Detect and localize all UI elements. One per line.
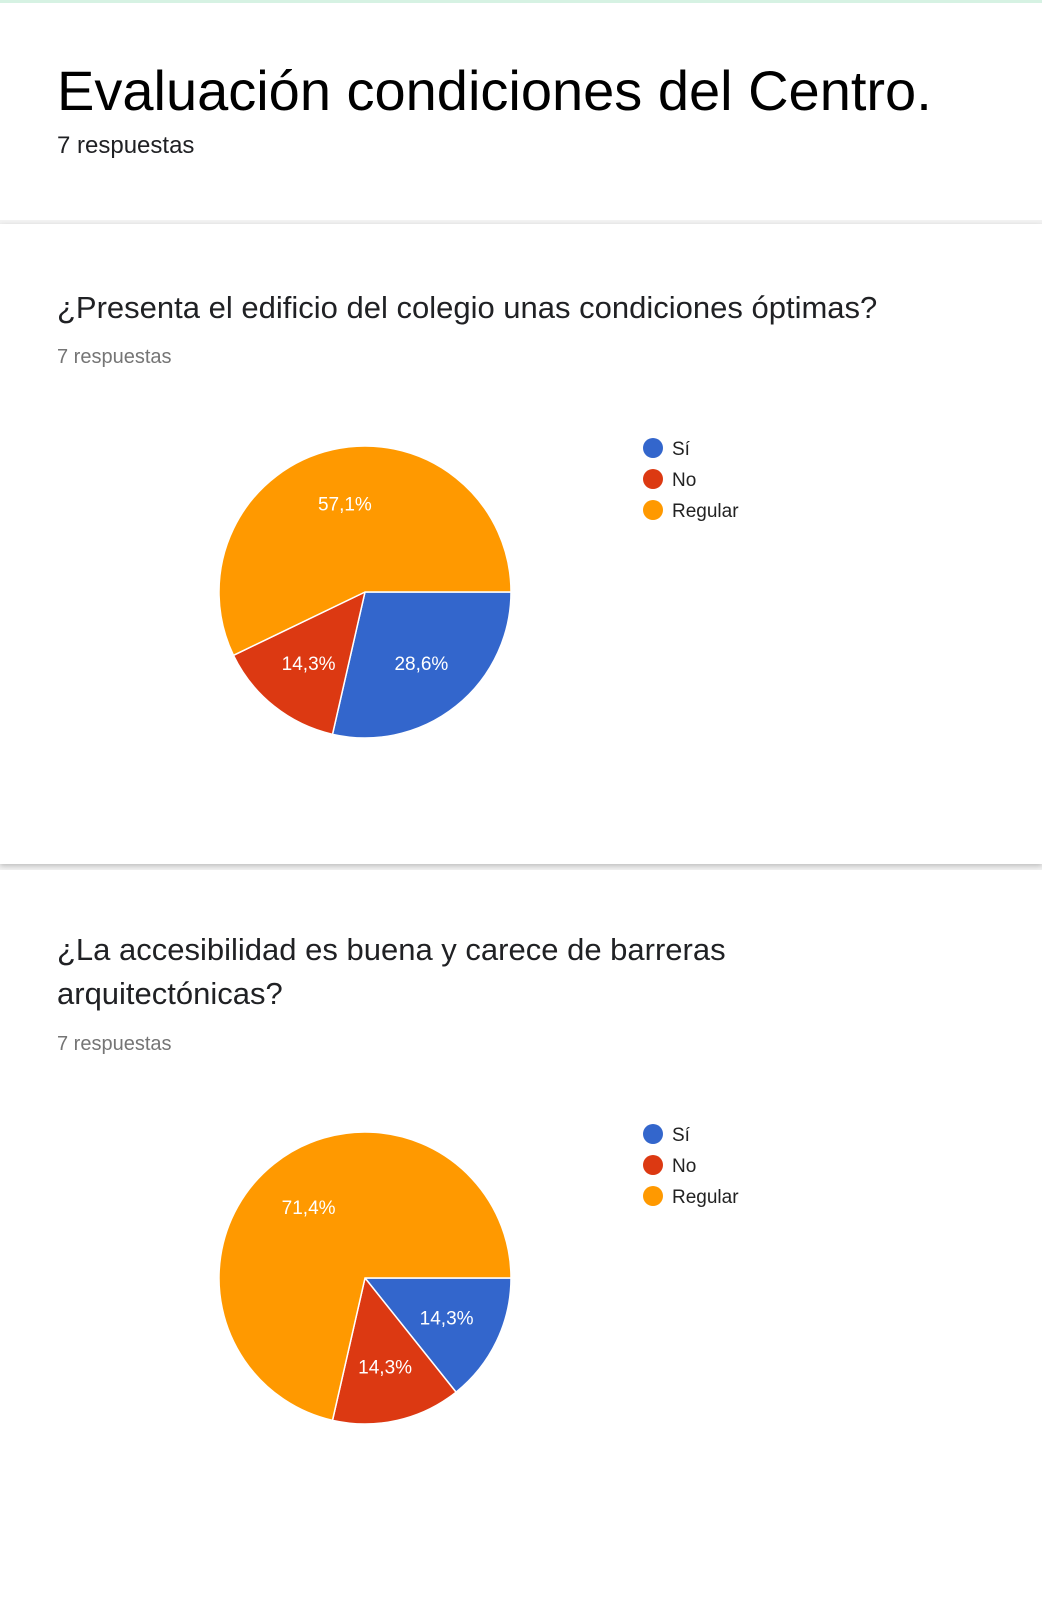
pie-slice-regular bbox=[218, 1131, 512, 1422]
slice-percent-label: 57,1% bbox=[318, 495, 372, 516]
legend-marker-icon bbox=[643, 1186, 663, 1206]
pie-slice-regular bbox=[218, 445, 512, 657]
pie-slice-s bbox=[363, 1277, 512, 1394]
question-title: ¿Presenta el edificio del colegio unas c… bbox=[57, 290, 878, 325]
question-response-count: 7 respuestas bbox=[57, 1033, 172, 1055]
slice-percent-label: 14,3% bbox=[282, 654, 336, 675]
pie-slice-s bbox=[331, 591, 512, 739]
legend-label: Sí bbox=[672, 1125, 691, 1146]
legend-label: No bbox=[672, 1156, 696, 1177]
legend-marker-icon bbox=[643, 1155, 663, 1175]
form-header-card: Evaluación condiciones del Centro. 7 res… bbox=[0, 3, 1042, 220]
legend-marker-icon bbox=[643, 438, 663, 458]
form-response-count: 7 respuestas bbox=[57, 132, 195, 159]
slice-percent-label: 14,3% bbox=[420, 1308, 474, 1329]
legend-marker-icon bbox=[643, 1124, 663, 1144]
pie-chart-2: 14,3% 14,3% 71,4% Sí No Regular bbox=[218, 1124, 739, 1425]
question-title: ¿La accesibilidad es buena y carece de b… bbox=[57, 932, 726, 1011]
legend-label: Regular bbox=[672, 501, 739, 522]
legend-label: Regular bbox=[672, 1187, 739, 1208]
legend-label: No bbox=[672, 470, 696, 491]
pie-slice-no bbox=[232, 590, 367, 736]
legend-label: Sí bbox=[672, 439, 691, 460]
slice-percent-label: 14,3% bbox=[358, 1357, 412, 1378]
pie-slice-no bbox=[331, 1276, 458, 1425]
slice-percent-label: 28,6% bbox=[394, 654, 448, 675]
pie-chart-1: 28,6% 14,3% 57,1% Sí No Regular bbox=[218, 438, 739, 739]
question-card-2: ¿La accesibilidad es buena y carece de b… bbox=[0, 870, 1042, 1600]
slice-percent-label: 71,4% bbox=[282, 1198, 336, 1219]
legend-marker-icon bbox=[643, 469, 663, 489]
question-card-1: ¿Presenta el edificio del colegio unas c… bbox=[0, 224, 1042, 864]
legend-marker-icon bbox=[643, 500, 663, 520]
top-accent-line bbox=[0, 0, 1042, 3]
form-title: Evaluación condiciones del Centro. bbox=[57, 59, 932, 122]
question-response-count: 7 respuestas bbox=[57, 346, 172, 368]
